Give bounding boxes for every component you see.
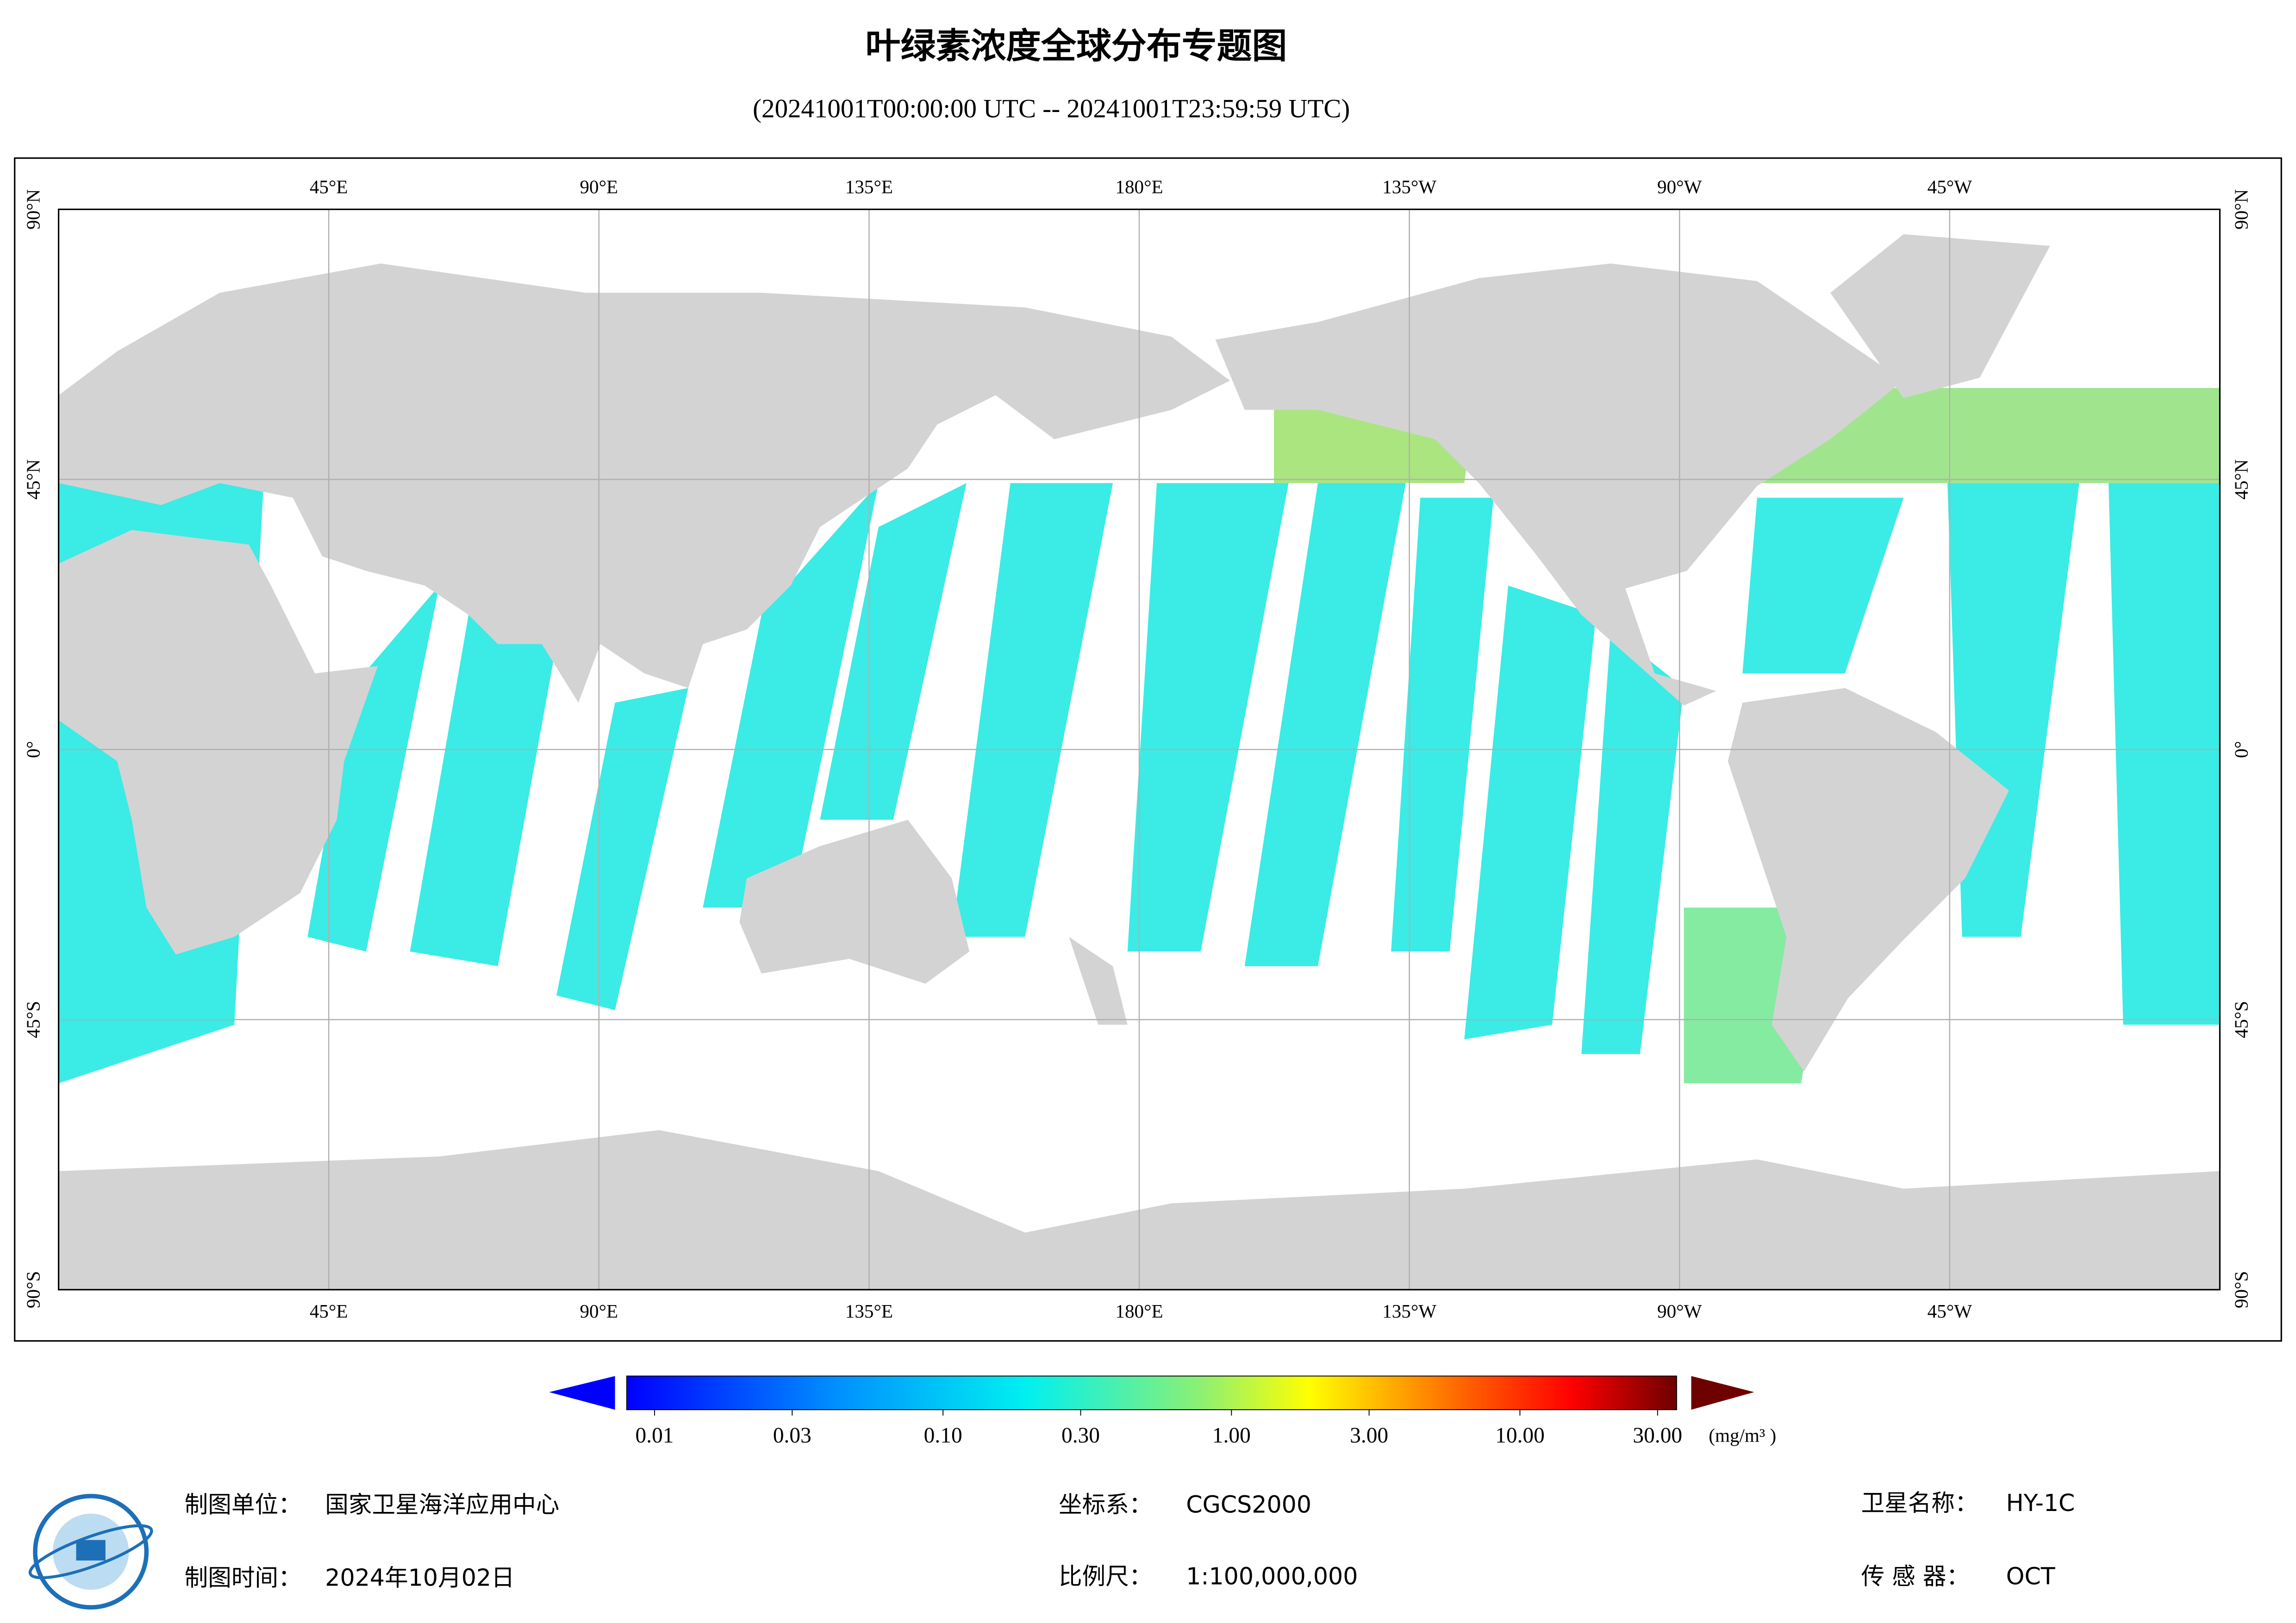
lon-label-bottom: 135°E: [845, 1300, 893, 1322]
lat-label-left: 90°N: [22, 189, 44, 230]
lat-label-left: 45°S: [22, 1001, 44, 1038]
logo: [28, 1494, 153, 1610]
lon-label-top: 135°E: [845, 176, 893, 197]
lon-label-bottom: 90°E: [580, 1300, 618, 1322]
colorbar-tick-label: 0.30: [1061, 1424, 1100, 1448]
lon-label-top: 45°E: [310, 176, 348, 197]
colorbar-tick-label: 10.00: [1495, 1424, 1545, 1448]
footer-value: 2024年10月02日: [325, 1564, 514, 1592]
map-body: [58, 209, 2220, 1290]
lat-label-right: 0°: [2230, 741, 2252, 758]
colorbar-tick-label: 30.00: [1633, 1424, 1682, 1448]
graticule: [58, 209, 2220, 1290]
footer-label: 制图单位：: [185, 1491, 302, 1518]
lat-label-left: 0°: [22, 741, 44, 758]
map-title: 叶绿素浓度全球分布专题图: [866, 25, 1287, 66]
map-frame: [14, 157, 2282, 1342]
footer-value: 1:100,000,000: [1186, 1562, 1358, 1590]
lon-label-top: 90°W: [1657, 176, 1702, 197]
colorbar-ticks: 0.01 0.03 0.10 0.30 1.00 3.00 10.00 30.00: [636, 1410, 1682, 1448]
footer-value: 国家卫星海洋应用中心: [325, 1491, 559, 1518]
lon-label-bottom: 45°W: [1928, 1300, 1972, 1322]
map-border: [58, 208, 2221, 1291]
footer-label: 坐标系：: [1059, 1491, 1152, 1518]
colorbar-tick-label: 1.00: [1212, 1424, 1251, 1448]
footer-value: OCT: [2006, 1562, 2056, 1590]
footer-label: 比例尺：: [1059, 1562, 1152, 1590]
lon-label-bottom: 135°W: [1382, 1300, 1436, 1322]
footer-value: CGCS2000: [1186, 1491, 1311, 1518]
lat-label-left: 90°S: [22, 1271, 44, 1308]
lon-label-bottom: 90°W: [1657, 1300, 1702, 1322]
colorbar-high-arrow: [1691, 1376, 1754, 1410]
colorbar-tick-label: 3.00: [1350, 1424, 1388, 1448]
footer-label: 传 感 器：: [1861, 1562, 1970, 1590]
lat-label-left: 45°N: [22, 459, 44, 499]
footer-value: HY-1C: [2006, 1489, 2075, 1517]
colorbar-unit: (mg/m³ ): [1709, 1425, 1776, 1447]
colorbar-tick-label: 0.01: [636, 1424, 674, 1448]
footer-label: 制图时间：: [185, 1564, 302, 1592]
footer: 制图单位： 国家卫星海洋应用中心 坐标系： CGCS2000 卫星名称： HY-1C 制图时…: [185, 1489, 2075, 1591]
map-subtitle: (20241001T00:00:00 UTC -- 20241001T23:59…: [753, 94, 1350, 123]
lon-label-top: 135°W: [1382, 176, 1436, 197]
colorbar: [626, 1375, 1677, 1411]
footer-label: 卫星名称：: [1861, 1489, 1978, 1517]
lon-label-top: 180°E: [1115, 176, 1163, 197]
lat-label-right: 45°S: [2230, 1001, 2252, 1038]
lon-label-top: 90°E: [580, 176, 618, 197]
graticule-labels: 45°E 45°E 90°E 90°E 135°E 135°E 180°E 180°E 135°…: [22, 176, 2252, 1321]
lat-label-right: 45°N: [2230, 459, 2252, 499]
colorbar-tick-label: 0.10: [924, 1424, 962, 1448]
lon-label-bottom: 45°E: [310, 1300, 348, 1322]
lon-label-bottom: 180°E: [1115, 1300, 1163, 1322]
colorbar-low-arrow: [549, 1376, 615, 1410]
lat-label-right: 90°N: [2230, 189, 2252, 230]
lon-label-top: 45°W: [1928, 176, 1972, 197]
lat-label-right: 90°S: [2230, 1271, 2252, 1308]
colorbar-tick-label: 0.03: [773, 1424, 811, 1448]
